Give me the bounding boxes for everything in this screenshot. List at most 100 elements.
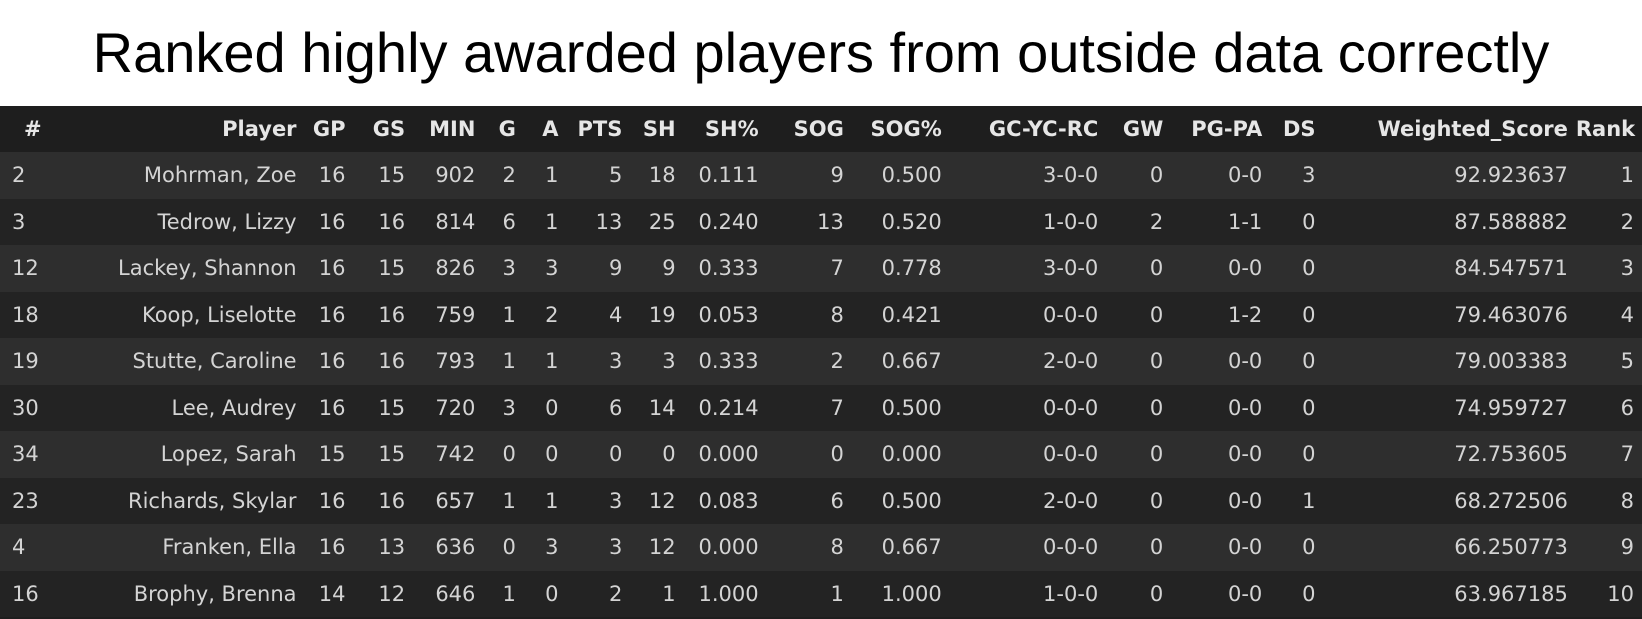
- table-cell: 4: [1575, 291, 1642, 338]
- table-cell: 0.053: [683, 291, 767, 338]
- table-cell: 1: [483, 570, 524, 617]
- column-header[interactable]: PG-PA: [1191, 117, 1263, 141]
- table-cell: 6: [483, 198, 524, 245]
- table-cell: 84.547571: [1323, 245, 1576, 292]
- column-header[interactable]: PTS: [577, 117, 623, 141]
- table-cell: 14: [630, 384, 684, 431]
- table-cell: Tedrow, Lizzy: [63, 198, 305, 245]
- table-cell: 0: [1270, 570, 1324, 617]
- table-cell: 9: [766, 152, 852, 199]
- table-row: 23 Richards, Skylar 16 16 657 1 1 3 12 0.083 6 0.50…: [0, 477, 1642, 524]
- table-cell: 3: [483, 245, 524, 292]
- table-cell: 15: [353, 384, 414, 431]
- column-header[interactable]: Rank: [1575, 117, 1636, 141]
- table-cell: 1-1: [1171, 198, 1271, 245]
- table-cell: 0.500: [851, 152, 950, 199]
- table-cell: 5: [566, 152, 631, 199]
- table-cell: 0: [1270, 431, 1324, 478]
- table-row: 30 Lee, Audrey 16 15 720 3 0 6 14 0.214 7 0.500 0-0-…: [0, 384, 1642, 431]
- column-header[interactable]: GS: [372, 117, 406, 141]
- table-cell: 16: [304, 152, 354, 199]
- table-cell: 15: [304, 431, 354, 478]
- table-row: 18 Koop, Liselotte 16 16 759 1 2 4 19 0.053 8 0.421…: [0, 291, 1642, 338]
- table-cell: 0: [1106, 477, 1172, 524]
- table-cell: 0-0: [1171, 245, 1271, 292]
- table-cell: 16: [0, 570, 64, 617]
- table-cell: 16: [304, 338, 354, 385]
- table-cell: 0.000: [683, 524, 767, 571]
- column-header[interactable]: MIN: [429, 117, 476, 141]
- table-cell: 0: [1270, 338, 1324, 385]
- table-cell: 0-0: [1171, 384, 1271, 431]
- table-cell: 1.000: [683, 570, 767, 617]
- column-header[interactable]: SOG: [793, 117, 844, 141]
- column-header[interactable]: A: [542, 117, 559, 141]
- table-cell: 16: [353, 338, 414, 385]
- page-title: Ranked highly awarded players from outsi…: [92, 21, 1550, 84]
- table-cell: 6: [1575, 384, 1642, 431]
- table-cell: 0.778: [851, 245, 950, 292]
- table-cell: 0.333: [683, 245, 767, 292]
- table-cell: 3-0-0: [949, 245, 1107, 292]
- table-cell: 8: [1575, 477, 1642, 524]
- table-cell: 72.753605: [1323, 431, 1576, 478]
- table-cell: 3: [566, 477, 631, 524]
- column-header[interactable]: Weighted_Score: [1377, 117, 1568, 141]
- table-cell: 2: [483, 152, 524, 199]
- table-cell: 0-0: [1171, 524, 1271, 571]
- table-cell: 19: [0, 338, 64, 385]
- column-header[interactable]: DS: [1282, 117, 1316, 141]
- table-cell: 0: [1270, 384, 1324, 431]
- table-cell: 0-0-0: [949, 291, 1107, 338]
- column-header[interactable]: G: [498, 117, 516, 141]
- column-header[interactable]: #: [24, 117, 42, 141]
- table-cell: 1: [630, 570, 684, 617]
- column-header[interactable]: GC-YC-RC: [988, 117, 1099, 141]
- table-cell: 3: [1575, 245, 1642, 292]
- column-header[interactable]: SH: [642, 117, 676, 141]
- column-header[interactable]: GP: [312, 117, 346, 141]
- table-cell: 7: [1575, 431, 1642, 478]
- table-cell: 1: [1270, 477, 1324, 524]
- table-row: 19 Stutte, Caroline 16 16 793 1 1 3 3 0.333 2 0.667…: [0, 338, 1642, 385]
- table-cell: 759: [413, 291, 484, 338]
- table-row: 16 Brophy, Brenna 14 12 646 1 0 2 1 1.000 1 1.000 1-…: [0, 570, 1642, 617]
- table-cell: 793: [413, 338, 484, 385]
- table-cell: 13: [566, 198, 631, 245]
- column-header[interactable]: GW: [1122, 117, 1164, 141]
- table-cell: 6: [766, 477, 852, 524]
- column-header[interactable]: Player: [222, 117, 297, 141]
- table-cell: 68.272506: [1323, 477, 1576, 524]
- table-cell: 16: [353, 477, 414, 524]
- table-cell: 6: [566, 384, 631, 431]
- table-cell: 0: [766, 431, 852, 478]
- table-cell: 0-0: [1171, 431, 1271, 478]
- table-cell: Koop, Liselotte: [63, 291, 305, 338]
- table-cell: 0-0: [1171, 152, 1271, 199]
- table-cell: 1: [523, 477, 567, 524]
- table-cell: 12: [353, 570, 414, 617]
- table-cell: 0.000: [683, 431, 767, 478]
- table-cell: 902: [413, 152, 484, 199]
- table-cell: 2: [1106, 198, 1172, 245]
- table-cell: 16: [304, 477, 354, 524]
- table-cell: 0: [1106, 431, 1172, 478]
- table-cell: Stutte, Caroline: [63, 338, 305, 385]
- table-cell: 636: [413, 524, 484, 571]
- table-cell: 30: [0, 384, 64, 431]
- table-cell: 657: [413, 477, 484, 524]
- column-header[interactable]: SOG%: [870, 117, 942, 141]
- table-cell: 3: [483, 384, 524, 431]
- table-cell: 3-0-0: [949, 152, 1107, 199]
- table-cell: 1: [766, 570, 852, 617]
- table-cell: 15: [353, 245, 414, 292]
- table-cell: 16: [304, 198, 354, 245]
- table-cell: 1: [1575, 152, 1642, 199]
- table-cell: 79.463076: [1323, 291, 1576, 338]
- column-header[interactable]: SH%: [704, 117, 759, 141]
- table-cell: 87.588882: [1323, 198, 1576, 245]
- table-cell: Mohrman, Zoe: [63, 152, 305, 199]
- table-cell: 1: [483, 291, 524, 338]
- table-cell: Richards, Skylar: [63, 477, 305, 524]
- table-header-row: # Player GP GS MIN G A PTS SH SH% SOG SO…: [0, 106, 1642, 152]
